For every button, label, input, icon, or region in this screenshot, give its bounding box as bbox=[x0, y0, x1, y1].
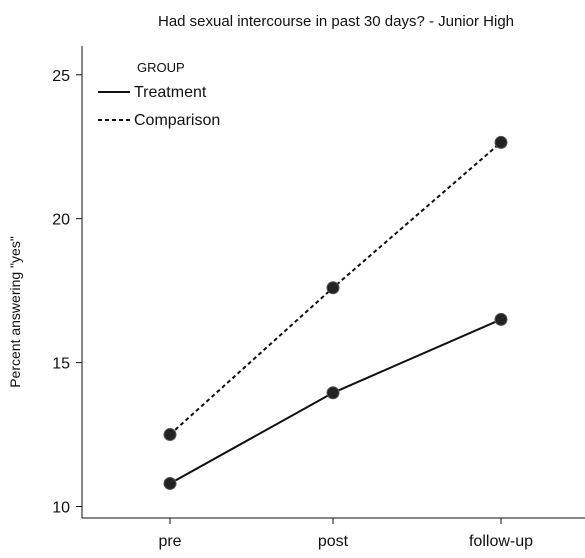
x-tick-label: pre bbox=[158, 533, 181, 550]
legend-title: GROUP bbox=[137, 60, 185, 75]
y-axis-label: Percent answering "yes" bbox=[7, 236, 23, 388]
y-tick-label: 10 bbox=[52, 499, 70, 516]
legend-label: Treatment bbox=[134, 84, 207, 101]
data-point bbox=[494, 135, 508, 149]
data-point bbox=[163, 476, 177, 490]
y-tick-label: 15 bbox=[52, 356, 70, 373]
x-tick-label: post bbox=[318, 533, 349, 550]
data-point bbox=[163, 428, 177, 442]
x-tick-label: follow-up bbox=[469, 533, 533, 550]
chart-title: Had sexual intercourse in past 30 days? … bbox=[158, 13, 514, 30]
series-layer bbox=[163, 135, 508, 490]
axes: 10 15 20 25 pre post follow-up bbox=[52, 46, 585, 550]
series-line bbox=[169, 318, 502, 485]
legend: GROUP Treatment Comparison bbox=[98, 60, 220, 129]
data-point bbox=[326, 281, 340, 295]
y-tick-label: 20 bbox=[52, 212, 70, 229]
data-point bbox=[326, 386, 340, 400]
legend-label: Comparison bbox=[134, 112, 220, 129]
series-comparison bbox=[163, 135, 508, 442]
y-tick-label: 25 bbox=[52, 68, 70, 85]
data-point bbox=[494, 312, 508, 326]
series-treatment bbox=[163, 312, 508, 490]
